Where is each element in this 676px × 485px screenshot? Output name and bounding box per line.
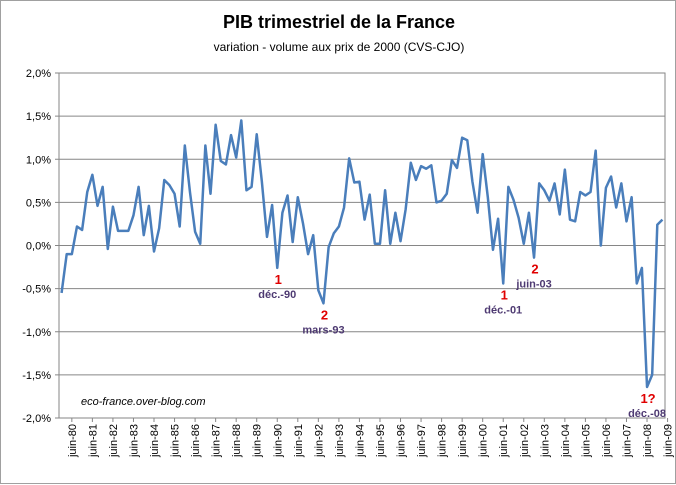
annotation-number: 2 <box>321 307 328 322</box>
x-tick-label: juin-93 <box>334 424 346 458</box>
annotation-date: mars-93 <box>302 324 344 336</box>
y-tick-label: 2,0% <box>26 68 51 80</box>
series-line <box>60 119 664 389</box>
x-tick-label: juin-04 <box>560 424 572 458</box>
gridlines <box>58 72 666 419</box>
y-axis-ticks: 2,0% 1,5% 1,0% 0,5% 0,0% -0,5% -1,0% -1,5% -2,0% <box>22 68 59 425</box>
x-tick-label: juin-09 <box>663 424 675 458</box>
x-tick-label: juin-99 <box>457 424 469 458</box>
y-tick-label: 1,0% <box>26 154 51 166</box>
x-tick-label: juin-07 <box>621 424 633 458</box>
annotation: 1 déc.-90 <box>258 272 296 301</box>
x-tick-label: juin-94 <box>354 424 366 458</box>
x-tick-label: juin-81 <box>87 424 99 458</box>
y-tick-label: -0,5% <box>22 284 51 296</box>
x-tick-label: juin-97 <box>416 424 428 458</box>
x-tick-label: juin-90 <box>272 424 284 458</box>
y-tick-label: 0,5% <box>26 197 51 209</box>
chart-subtitle: variation - volume aux prix de 2000 (CVS… <box>214 40 465 54</box>
annotation-number: 1? <box>640 391 655 406</box>
x-tick-label: juin-85 <box>170 424 182 458</box>
annotation-date: déc.-08 <box>628 408 666 420</box>
x-tick-label: juin-88 <box>231 424 243 458</box>
y-tick-label: -1,5% <box>22 370 51 382</box>
y-tick-label: 0,0% <box>26 241 51 253</box>
x-tick-label: juin-96 <box>396 424 408 458</box>
annotation-date: déc.-90 <box>258 289 296 301</box>
annotation: 1? déc.-08 <box>628 391 666 420</box>
watermark-text: eco-france.over-blog.com <box>81 396 206 408</box>
x-tick-label: juin-86 <box>190 424 202 458</box>
series-layer <box>60 119 664 389</box>
annotation-date: déc.-01 <box>484 304 522 316</box>
annotation: 2 mars-93 <box>302 307 344 336</box>
x-tick-label: juin-91 <box>293 424 305 458</box>
x-tick-label: juin-82 <box>108 424 120 458</box>
x-tick-label: juin-80 <box>67 424 79 458</box>
x-tick-label: juin-00 <box>478 424 490 458</box>
annotations: 1 déc.-90 2 mars-93 1 déc.-01 2 juin-03 1? déc.-0… <box>258 262 666 420</box>
chart-title: PIB trimestriel de la France <box>223 12 455 32</box>
x-axis-ticks: juin-80 juin-81 juin-82 juin-83 juin-84 juin-… <box>67 418 675 458</box>
x-tick-label: juin-95 <box>375 424 387 458</box>
x-tick-label: juin-98 <box>437 424 449 458</box>
x-tick-label: juin-06 <box>601 424 613 458</box>
annotation-number: 2 <box>531 262 538 277</box>
x-tick-label: juin-84 <box>149 424 161 458</box>
x-tick-label: juin-01 <box>498 424 510 458</box>
annotation-date: juin-03 <box>515 279 551 291</box>
y-tick-label: -1,0% <box>22 327 51 339</box>
x-tick-label: juin-08 <box>642 424 654 458</box>
y-tick-label: -2,0% <box>22 413 51 425</box>
x-tick-label: juin-92 <box>313 424 325 458</box>
annotation-number: 1 <box>501 287 508 302</box>
x-tick-label: juin-89 <box>252 424 264 458</box>
x-tick-label: juin-87 <box>211 424 223 458</box>
x-tick-label: juin-02 <box>519 424 531 458</box>
x-tick-label: juin-03 <box>539 424 551 458</box>
x-tick-label: juin-83 <box>128 424 140 458</box>
y-tick-label: 1,5% <box>26 111 51 123</box>
annotation: 1 déc.-01 <box>484 287 522 316</box>
annotation-number: 1 <box>275 272 282 287</box>
x-tick-label: juin-05 <box>580 424 592 458</box>
annotation: 2 juin-03 <box>515 262 551 291</box>
